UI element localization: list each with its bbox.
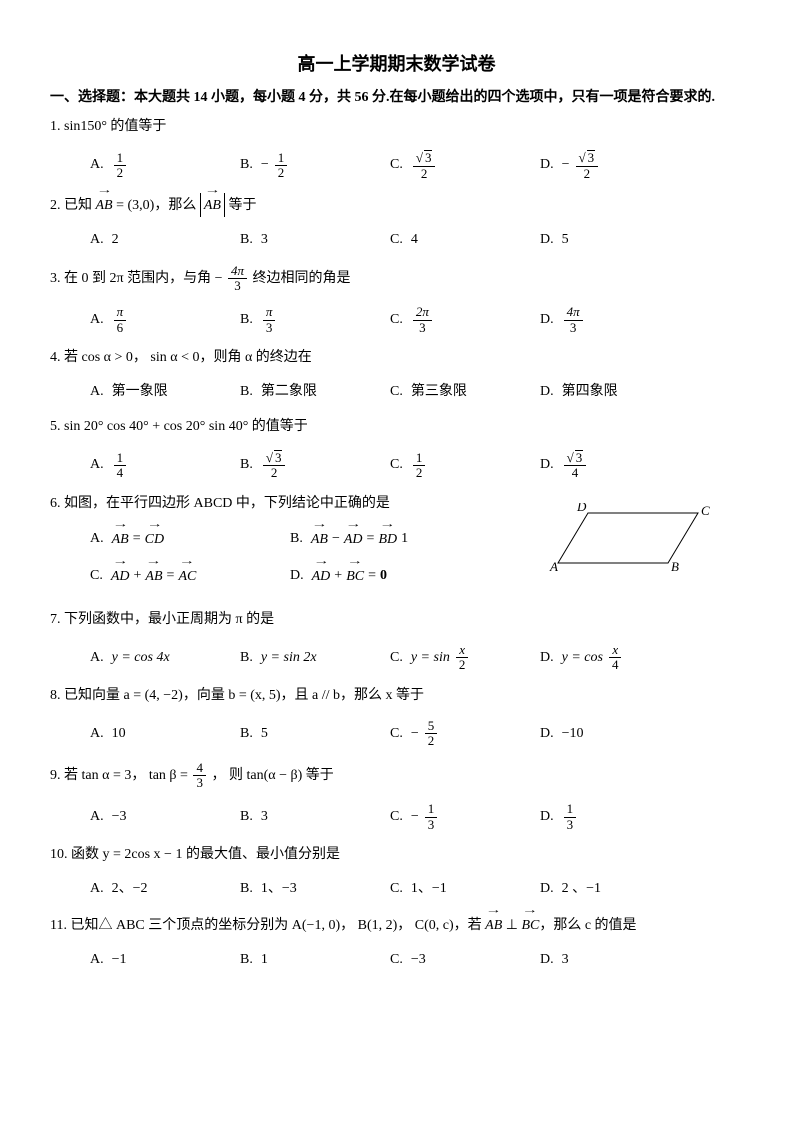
exam-page: 高一上学期期末数学试卷 一、选择题：本大题共 14 小题，每小题 4 分，共 5… [0, 0, 793, 1021]
q6-option-d: D. AD + BC = 0 [290, 558, 490, 594]
q1-option-c: C. √32 [390, 144, 540, 187]
q4-options: A.第一象限 B.第二象限 C.第三象限 D.第四象限 [90, 375, 743, 409]
q7-option-a: A.y = cos 4x [90, 637, 240, 679]
q10-options: A.2、−2 B.1、−3 C.1、−1 D.2 、−1 [90, 872, 743, 906]
q5-option-d: D.√34 [540, 444, 690, 487]
q2-option-c: C.4 [390, 223, 540, 257]
q8-option-d: D.−10 [540, 713, 690, 755]
q1-text: sin150° 的值等于 [64, 119, 166, 134]
q6-options: A. AB = CD B. AB − AD = BD 1 C. AD + AB … [90, 521, 520, 594]
q3-options: A.π6 B.π3 C.2π3 D.4π3 [90, 299, 743, 341]
q11-option-a: A.−1 [90, 943, 240, 977]
q9-option-b: B.3 [240, 796, 390, 838]
q9-option-d: D.13 [540, 796, 690, 838]
q10-stem: 10. 函数 y = 2cos x − 1 的最大值、最小值分别是 [50, 844, 743, 866]
q1-option-a: A. 12 [90, 144, 240, 187]
q4-option-a: A.第一象限 [90, 375, 240, 409]
q11-stem: 11. 已知△ ABC 三个顶点的坐标分别为 A(−1, 0)， B(1, 2)… [50, 913, 743, 937]
q2-option-d: D.5 [540, 223, 690, 257]
question-7: 7. 下列函数中，最小正周期为 π 的是 A.y = cos 4x B.y = … [50, 609, 743, 679]
diagram-label-d: D [576, 503, 587, 514]
q7-options: A.y = cos 4x B.y = sin 2x C.y = sinx2 D.… [90, 637, 743, 679]
q4-option-d: D.第四象限 [540, 375, 690, 409]
q5-option-c: C.12 [390, 444, 540, 487]
q9-options: A.−3 B.3 C.−13 D.13 [90, 796, 743, 838]
diagram-label-a: A [549, 559, 558, 574]
section-1-header: 一、选择题：本大题共 14 小题，每小题 4 分，共 56 分.在每小题给出的四… [50, 86, 743, 106]
q6-option-a: A. AB = CD [90, 521, 290, 557]
q8-option-c: C.−52 [390, 713, 540, 755]
q9-stem: 9. 若 tan α = 3， tan β = 43 ， 则 tan(α − β… [50, 761, 743, 791]
question-4: 4. 若 cos α > 0， sin α < 0，则角 α 的终边在 A.第一… [50, 347, 743, 410]
q8-option-b: B.5 [240, 713, 390, 755]
parallelogram-diagram: A B C D [543, 503, 713, 578]
q9-option-a: A.−3 [90, 796, 240, 838]
q7-option-b: B.y = sin 2x [240, 637, 390, 679]
q7-option-d: D.y = cosx4 [540, 637, 690, 679]
q11-option-b: B.1 [240, 943, 390, 977]
q5-stem: 5. sin 20° cos 40° + cos 20° sin 40° 的值等… [50, 416, 743, 438]
q3-option-a: A.π6 [90, 299, 240, 341]
q10-option-c: C.1、−1 [390, 872, 540, 906]
q4-stem: 4. 若 cos α > 0， sin α < 0，则角 α 的终边在 [50, 347, 743, 369]
question-10: 10. 函数 y = 2cos x − 1 的最大值、最小值分别是 A.2、−2… [50, 844, 743, 907]
q2-option-a: A.2 [90, 223, 240, 257]
q3-stem: 3. 在 0 到 2π 范围内，与角 − 4π3 终边相同的角是 [50, 264, 743, 294]
question-1: 1. sin150° 的值等于 A. 12 B. − 12 C. √32 D. … [50, 116, 743, 187]
q2-stem: 2. 已知 AB = (3,0)，那么 AB 等于 [50, 193, 743, 217]
q8-stem: 8. 已知向量 a = (4, −2)，向量 b = (x, 5)，且 a //… [50, 685, 743, 707]
q10-option-a: A.2、−2 [90, 872, 240, 906]
q5-option-b: B.√32 [240, 444, 390, 487]
q1-options: A. 12 B. − 12 C. √32 D. − √32 [90, 144, 743, 187]
question-11: 11. 已知△ ABC 三个顶点的坐标分别为 A(−1, 0)， B(1, 2)… [50, 913, 743, 978]
q2-option-b: B.3 [240, 223, 390, 257]
q9-option-c: C.−13 [390, 796, 540, 838]
q1-stem: 1. sin150° 的值等于 [50, 116, 743, 138]
q5-option-a: A.14 [90, 444, 240, 487]
q3-option-b: B.π3 [240, 299, 390, 341]
q10-option-d: D.2 、−1 [540, 872, 690, 906]
diagram-label-b: B [671, 559, 679, 574]
question-9: 9. 若 tan α = 3， tan β = 43 ， 则 tan(α − β… [50, 761, 743, 838]
q1-number: 1. [50, 119, 61, 134]
q7-stem: 7. 下列函数中，最小正周期为 π 的是 [50, 609, 743, 631]
q8-options: A.10 B.5 C.−52 D.−10 [90, 713, 743, 755]
q10-option-b: B.1、−3 [240, 872, 390, 906]
q8-option-a: A.10 [90, 713, 240, 755]
q7-option-c: C.y = sinx2 [390, 637, 540, 679]
q4-option-b: B.第二象限 [240, 375, 390, 409]
q6-option-c: C. AD + AB = AC [90, 558, 290, 594]
q3-option-c: C.2π3 [390, 299, 540, 341]
q4-option-c: C.第三象限 [390, 375, 540, 409]
question-2: 2. 已知 AB = (3,0)，那么 AB 等于 A.2 B.3 C.4 D.… [50, 193, 743, 258]
q3-option-d: D.4π3 [540, 299, 690, 341]
question-5: 5. sin 20° cos 40° + cos 20° sin 40° 的值等… [50, 416, 743, 487]
question-8: 8. 已知向量 a = (4, −2)，向量 b = (x, 5)，且 a //… [50, 685, 743, 755]
q2-options: A.2 B.3 C.4 D.5 [90, 223, 743, 257]
q11-option-c: C.−3 [390, 943, 540, 977]
q1-option-b: B. − 12 [240, 144, 390, 187]
question-3: 3. 在 0 到 2π 范围内，与角 − 4π3 终边相同的角是 A.π6 B.… [50, 264, 743, 341]
exam-title: 高一上学期期末数学试卷 [50, 50, 743, 76]
q11-options: A.−1 B.1 C.−3 D.3 [90, 943, 743, 977]
q1-option-d: D. − √32 [540, 144, 690, 187]
q6-option-b: B. AB − AD = BD 1 [290, 521, 490, 557]
q5-options: A.14 B.√32 C.12 D.√34 [90, 444, 743, 487]
diagram-label-c: C [701, 503, 710, 518]
question-6: 6. 如图，在平行四边形 ABCD 中，下列结论中正确的是 A. AB = CD… [50, 493, 743, 603]
q11-option-d: D.3 [540, 943, 690, 977]
